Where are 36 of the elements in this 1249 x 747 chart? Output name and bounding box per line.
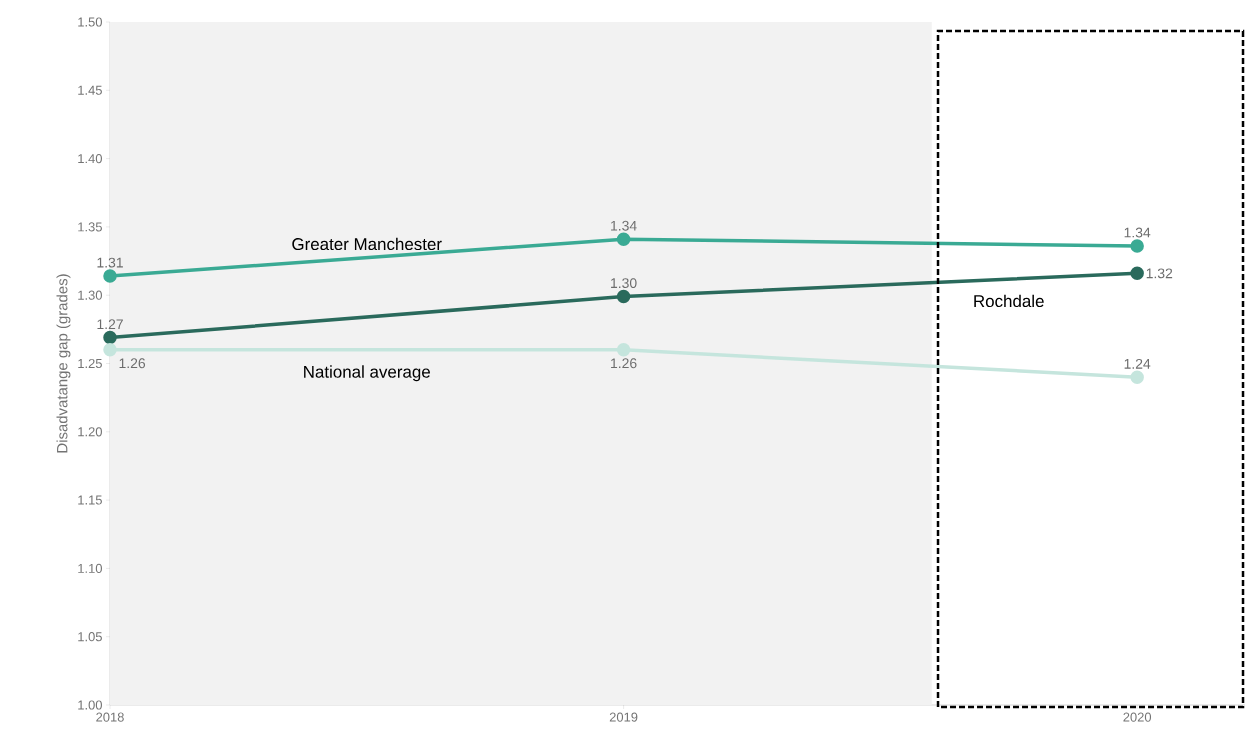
y-tick-label: 1.15: [78, 495, 102, 505]
point: [103, 330, 117, 345]
y-tick-label: 1.10: [78, 563, 102, 573]
y-tick-label: 1.45: [78, 85, 102, 95]
point: [1130, 266, 1144, 281]
y-tick-label: 1.50: [78, 17, 102, 27]
point: [103, 343, 117, 357]
data-label: 1.34: [1124, 227, 1151, 238]
y-tick-label: 1.30: [78, 290, 102, 300]
point: [1130, 370, 1144, 384]
data-label: 1.32: [1146, 268, 1173, 279]
point: [1130, 239, 1144, 253]
data-label: 1.31: [97, 257, 123, 268]
point: [616, 343, 631, 357]
y-tick-label: 1.40: [78, 154, 102, 164]
data-label: 1.26: [611, 358, 637, 369]
y-tick-label: 1.05: [78, 632, 102, 642]
data-label: 1.24: [1124, 358, 1151, 369]
point: [616, 289, 631, 304]
series-label: National average: [304, 365, 430, 382]
x-tick-label: 2019: [609, 712, 638, 722]
y-tick-label: 1.20: [78, 427, 102, 437]
y-axis-title: Disadvatange gap (grades): [56, 274, 71, 453]
data-label: 1.27: [97, 319, 123, 330]
y-tick-label: 1.00: [78, 700, 102, 710]
data-label: 1.30: [611, 278, 637, 289]
series-label: Rochdale: [974, 294, 1044, 308]
point: [616, 232, 631, 246]
x-tick-label: 2018: [96, 712, 124, 722]
y-tick-label: 1.35: [78, 222, 102, 232]
series-label: Greater Manchester: [292, 237, 442, 251]
x-tick-label: 2020: [1123, 712, 1152, 722]
data-label: 1.34: [611, 220, 637, 231]
point: [103, 269, 117, 283]
y-tick-label: 1.25: [78, 358, 102, 369]
data-label: 1.26: [119, 358, 146, 369]
